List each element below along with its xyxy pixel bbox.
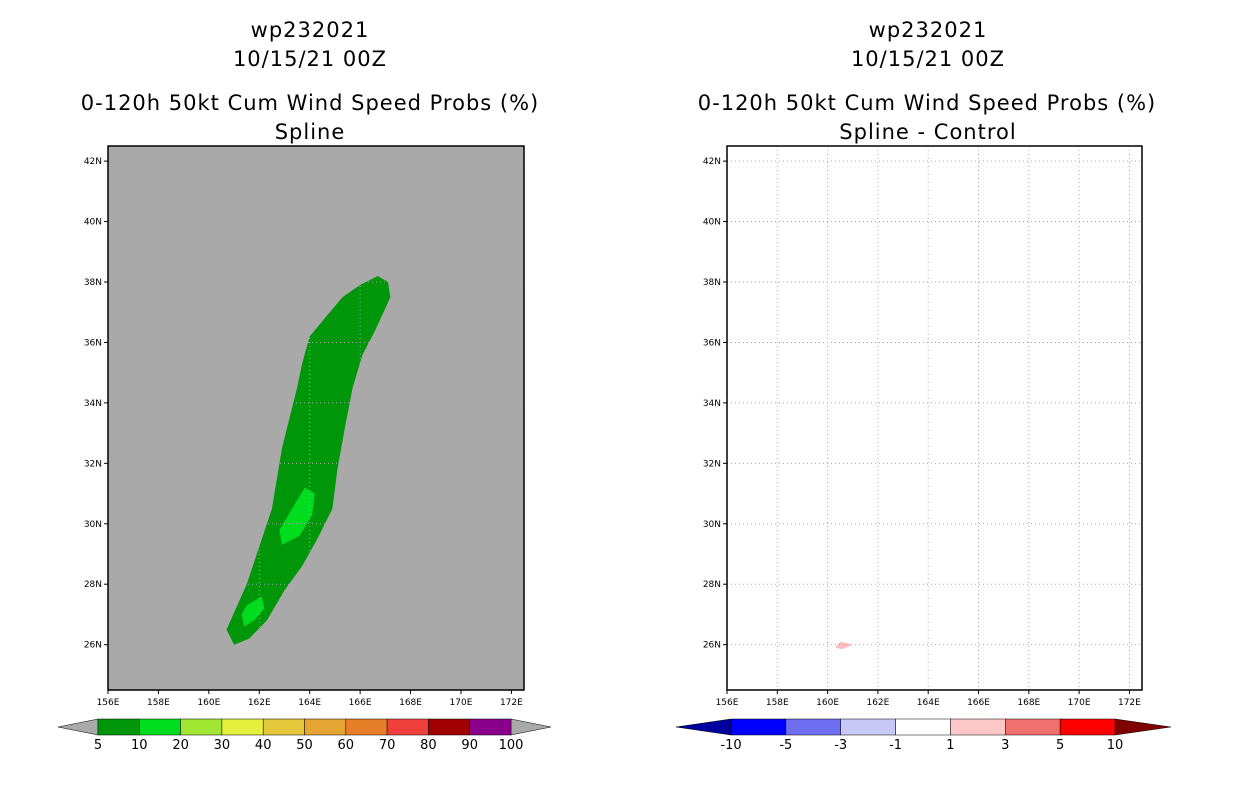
map-panel-spline-minus-control: 156E 158E 160E 162E 164E 166E 168E 170E 172E 26N 2… xyxy=(675,145,1172,753)
colorbar-box xyxy=(950,718,1006,736)
colorbar-box xyxy=(221,718,264,736)
y-tick-label: 28N xyxy=(703,580,721,590)
colorbar-label: 10 xyxy=(1107,738,1124,753)
x-tick-label: 160E xyxy=(197,698,220,708)
colorbar-box xyxy=(1059,718,1116,736)
subtitle-left: Spline xyxy=(274,120,346,144)
y-tick-label: 32N xyxy=(84,459,102,469)
storm-id-right: wp232021 xyxy=(868,18,988,42)
colorbar-label: 60 xyxy=(338,738,355,753)
colorbar-box xyxy=(97,718,140,736)
y-tick-label: 38N xyxy=(703,278,721,288)
map-frame xyxy=(726,145,1143,691)
colorbar-box xyxy=(730,718,787,736)
colorbar-label: 40 xyxy=(255,738,272,753)
colorbar-box xyxy=(428,718,470,736)
colorbar-label: -3 xyxy=(834,738,847,753)
colorbar-arrow-low xyxy=(675,718,732,736)
colorbar-box xyxy=(262,718,305,736)
colorbar-label: 5 xyxy=(1056,738,1064,753)
x-tick-label: 170E xyxy=(1068,698,1091,708)
y-tick-label: 42N xyxy=(84,157,102,167)
storm-id-left: wp232021 xyxy=(250,18,370,42)
y-tick-label: 26N xyxy=(703,641,721,651)
contour-region-10-20 xyxy=(279,487,315,545)
colorbar-label: 20 xyxy=(172,738,189,753)
y-tick-label: 30N xyxy=(703,520,721,530)
x-tick-label: 156E xyxy=(97,698,120,708)
colorbar-box xyxy=(345,718,388,736)
x-tick-label: 164E xyxy=(917,698,940,708)
colorbar-arrow-high xyxy=(1114,718,1172,736)
y-tick-label: 38N xyxy=(84,278,102,288)
x-tick-label: 160E xyxy=(816,698,839,708)
map-frame xyxy=(107,145,525,691)
colorbar-box xyxy=(469,718,512,736)
title-right: 0-120h 50kt Cum Wind Speed Probs (%) xyxy=(697,91,1157,115)
x-tick-label: 162E xyxy=(248,698,271,708)
colorbar-label: -1 xyxy=(889,738,902,753)
y-tick-label: 36N xyxy=(84,338,102,348)
map-background xyxy=(727,146,1142,690)
datetime-right: 10/15/21 00Z xyxy=(850,47,1006,71)
y-tick-label: 26N xyxy=(84,641,102,651)
colorbar-box xyxy=(180,718,223,736)
datetime-left: 10/15/21 00Z xyxy=(232,47,388,71)
colorbar-box xyxy=(304,718,347,736)
colorbar-label: 100 xyxy=(499,738,524,753)
x-tick-label: 168E xyxy=(1017,698,1040,708)
x-tick-label: 158E xyxy=(766,698,789,708)
contour-region-10-20 xyxy=(241,596,265,627)
contour-region-1-3 xyxy=(835,641,853,650)
colorbar-label: 30 xyxy=(214,738,231,753)
colorbar-label: 70 xyxy=(379,738,396,753)
colorbar-label: 5 xyxy=(94,738,102,753)
colorbar-box xyxy=(840,718,896,736)
colorbar-label: 3 xyxy=(1001,738,1009,753)
y-tick-label: 34N xyxy=(703,399,721,409)
y-tick-label: 40N xyxy=(84,218,102,228)
x-tick-label: 162E xyxy=(866,698,889,708)
y-tick-label: 28N xyxy=(84,580,102,590)
y-tick-label: 36N xyxy=(703,338,721,348)
y-tick-label: 32N xyxy=(703,459,721,469)
x-tick-label: 158E xyxy=(147,698,170,708)
colorbar-label: 90 xyxy=(461,738,478,753)
x-tick-label: 156E xyxy=(716,698,739,708)
y-tick-label: 30N xyxy=(84,520,102,530)
x-tick-label: 164E xyxy=(298,698,321,708)
subtitle-right: Spline - Control xyxy=(839,120,1017,144)
x-tick-label: 166E xyxy=(967,698,990,708)
colorbar-label: 80 xyxy=(420,738,437,753)
colorbar-box xyxy=(785,718,841,736)
colorbar-box xyxy=(1005,718,1061,736)
colorbar-label: 10 xyxy=(131,738,148,753)
colorbar-box xyxy=(895,718,951,736)
x-tick-label: 166E xyxy=(349,698,372,708)
x-tick-label: 170E xyxy=(450,698,473,708)
colorbar-label: 1 xyxy=(946,738,954,753)
colorbar-arrow-high xyxy=(510,718,552,736)
colorbar-label: -10 xyxy=(720,738,741,753)
colorbar-box xyxy=(386,718,429,736)
y-tick-label: 34N xyxy=(84,399,102,409)
map-panel-spline: 156E 158E 160E 162E 164E 166E 168E 170E 172E 26N 2… xyxy=(57,145,552,753)
colorbar-label: -5 xyxy=(779,738,792,753)
x-tick-label: 172E xyxy=(500,698,523,708)
y-tick-label: 40N xyxy=(703,218,721,228)
x-tick-label: 172E xyxy=(1118,698,1141,708)
y-tick-label: 42N xyxy=(703,157,721,167)
colorbar-arrow-low xyxy=(57,718,99,736)
colorbar-box xyxy=(139,718,181,736)
colorbar-label: 50 xyxy=(296,738,313,753)
title-left: 0-120h 50kt Cum Wind Speed Probs (%) xyxy=(80,91,540,115)
x-tick-label: 168E xyxy=(399,698,422,708)
contour-region-5-10 xyxy=(226,276,391,645)
